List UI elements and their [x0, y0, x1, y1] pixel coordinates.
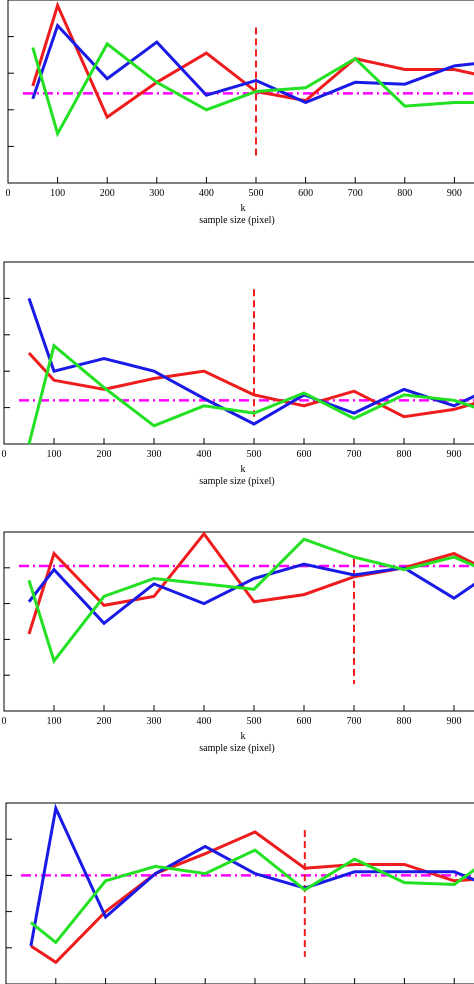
x-tick-label-3-8: 800 — [397, 716, 412, 727]
series-line-2-1 — [27, 351, 474, 419]
x-tick-label-2-1: 100 — [47, 449, 62, 460]
x-tick-label-2-5: 500 — [247, 449, 262, 460]
x-tick-label-3-1: 100 — [47, 716, 62, 727]
x-tick-label-2-4: 400 — [197, 449, 212, 460]
x-tick-label-3-3: 300 — [147, 716, 162, 727]
plot-frame-2 — [3, 261, 474, 445]
x-tick-label-1-6: 600 — [298, 188, 313, 199]
x-tick-label-2-2: 200 — [97, 449, 112, 460]
plot-frame-3 — [3, 531, 474, 712]
series-line-1-2 — [31, 22, 474, 105]
x-axis-label-2: sample size (pixel) — [199, 476, 275, 487]
series-line-3-1 — [27, 531, 474, 635]
x-tick-label-3-5: 500 — [247, 716, 262, 727]
x-tick-label-1-7: 700 — [348, 188, 363, 199]
x-tick-label-1-4: 400 — [199, 188, 214, 199]
series-line-3-2 — [27, 562, 474, 626]
series-line-1-3 — [31, 41, 474, 138]
series-line-4-2 — [29, 803, 474, 947]
x-tick-label-2-6: 600 — [297, 449, 312, 460]
x-axis-k-label-2: k — [241, 464, 246, 475]
x-tick-label-1-3: 300 — [149, 188, 164, 199]
x-tick-label-2-0: 0 — [2, 449, 7, 460]
x-tick-label-1-8: 800 — [397, 188, 412, 199]
x-tick-label-1-5: 500 — [249, 188, 264, 199]
x-tick-label-2-7: 700 — [347, 449, 362, 460]
x-axis-k-label-3: k — [241, 731, 246, 742]
plot-frame-1 — [7, 0, 474, 184]
plot-frame-4 — [5, 802, 474, 984]
x-tick-label-3-4: 400 — [197, 716, 212, 727]
series-line-2-3 — [27, 343, 474, 445]
series-line-2-2 — [27, 297, 474, 426]
x-tick-label-3-6: 600 — [297, 716, 312, 727]
x-tick-label-1-2: 200 — [100, 188, 115, 199]
x-tick-label-3-9: 900 — [447, 716, 462, 727]
x-tick-label-1-9: 900 — [447, 188, 462, 199]
x-axis-label-3: sample size (pixel) — [199, 743, 275, 754]
x-tick-label-3-2: 200 — [97, 716, 112, 727]
x-tick-label-3-0: 0 — [2, 716, 7, 727]
x-tick-label-2-3: 300 — [147, 449, 162, 460]
x-tick-label-2-8: 800 — [397, 449, 412, 460]
series-line-3-3 — [27, 537, 474, 665]
x-tick-label-1-0: 0 — [6, 188, 11, 199]
x-axis-k-label-1: k — [241, 203, 246, 214]
x-tick-label-2-9: 900 — [447, 449, 462, 460]
x-axis-label-1: sample size (pixel) — [199, 215, 275, 226]
x-tick-label-1-1: 100 — [50, 188, 65, 199]
series-line-4-1 — [30, 830, 474, 965]
series-line-4-3 — [29, 848, 474, 945]
x-tick-label-3-7: 700 — [347, 716, 362, 727]
